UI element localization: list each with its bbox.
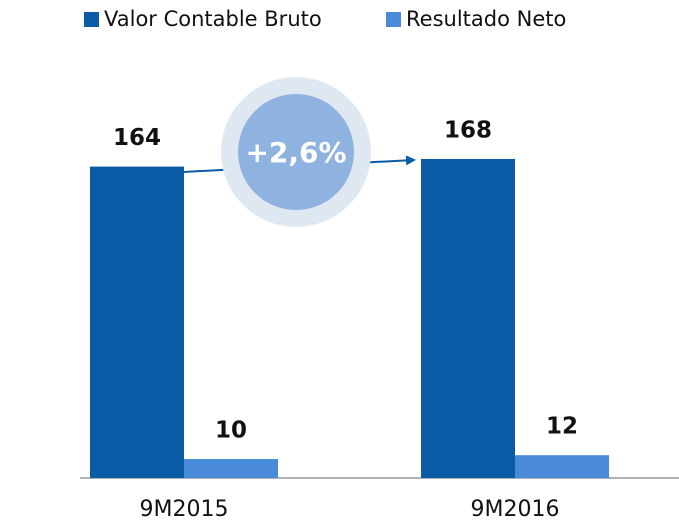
bar	[421, 159, 515, 478]
legend-label: Resultado Neto	[406, 7, 566, 31]
bubble	[238, 94, 354, 210]
bar	[515, 455, 609, 478]
legend-swatch	[386, 12, 401, 27]
legend-label: Valor Contable Bruto	[104, 7, 322, 31]
legend-swatch	[84, 12, 99, 27]
bar	[90, 166, 184, 478]
value-label: 168	[444, 118, 492, 144]
value-label: 12	[546, 414, 578, 440]
value-label: 10	[215, 418, 247, 444]
bar	[184, 459, 278, 478]
x-tick-label: 9M2016	[471, 497, 560, 522]
x-tick-label: 9M2015	[140, 497, 229, 522]
value-label: 164	[113, 125, 161, 151]
growth-label: +2,6%	[245, 136, 346, 169]
